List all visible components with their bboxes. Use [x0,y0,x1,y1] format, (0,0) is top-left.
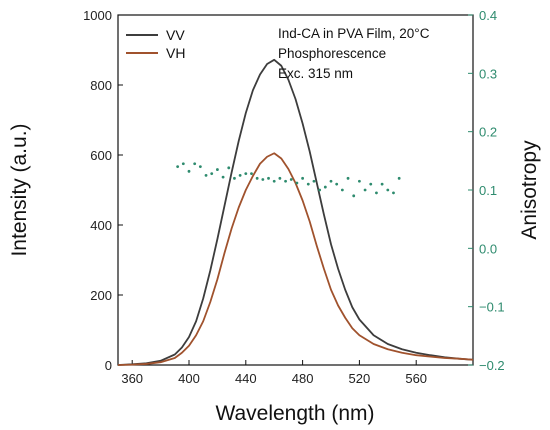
anisotropy-point [397,176,401,180]
anisotropy-point [323,185,327,189]
anisotropy-point [210,172,214,176]
series-line-vh [117,152,474,366]
anisotropy-point [284,179,287,183]
y2-tick-label: 0.0 [479,241,497,256]
anisotropy-point [221,175,225,179]
x-tick-label: 400 [178,371,200,386]
anisotropy-point [369,182,373,186]
anisotropy-point [375,191,378,195]
anisotropy-point [198,165,202,169]
x-tick-label: 480 [292,371,314,386]
anisotropy-point [181,162,185,166]
y-axis-ticks: 0 200 400 600 800 1000 [83,8,123,373]
y2-tick-label: −0.2 [479,358,505,373]
anisotropy-series [176,162,401,198]
anisotropy-point [227,166,231,170]
anisotropy-point [244,172,248,176]
anisotropy-point [176,165,180,169]
anisotropy-point [380,182,384,186]
annotation-phosphorescence: Phosphorescence [278,46,386,61]
y-tick-label: 1000 [83,8,112,23]
anisotropy-point [301,176,304,180]
y2-axis-title: Anisotropy [518,140,541,240]
legend: VV VH [126,27,185,61]
anisotropy-point [238,174,242,177]
anisotropy-point [272,179,276,183]
y-axis-title: Intensity (a.u.) [8,123,31,256]
anisotropy-point [346,176,350,180]
legend-label-vh: VH [166,45,185,61]
anisotropy-point [233,176,236,180]
anisotropy-point [267,176,270,180]
x-tick-label: 520 [349,371,371,386]
annotation-title: Ind-CA in PVA Film, 20°C [278,26,430,41]
x-axis-title: Wavelength (nm) [215,402,374,425]
y2-tick-label: 0.4 [479,8,497,23]
anisotropy-point [193,162,197,166]
anisotropy-point [306,182,310,186]
anisotropy-point [255,176,259,180]
y-tick-label: 400 [90,218,112,233]
y-tick-label: 800 [90,78,112,93]
anisotropy-point [335,182,339,186]
anisotropy-point [352,194,356,198]
anisotropy-point [358,179,361,183]
y2-tick-label: 0.3 [479,66,497,81]
anisotropy-point [318,188,322,192]
anisotropy-point [329,179,333,183]
x-tick-label: 560 [405,371,427,386]
anisotropy-point [250,172,253,176]
y2-axis-ticks: −0.2 −0.1 0.0 0.1 0.2 0.3 0.4 [468,8,505,373]
y-tick-label: 600 [90,148,112,163]
x-tick-label: 360 [121,371,143,386]
anisotropy-point [386,188,390,192]
y2-tick-label: 0.2 [479,125,497,140]
x-tick-label: 440 [235,371,257,386]
y-tick-label: 200 [90,288,112,303]
anisotropy-point [204,174,208,177]
anisotropy-point [392,191,395,195]
anisotropy-point [289,178,293,181]
series-line-vv [117,58,474,366]
annotation-block: Ind-CA in PVA Film, 20°C Phosphorescence… [278,26,430,81]
anisotropy-point [312,179,316,183]
y2-tick-label: 0.1 [479,183,497,198]
anisotropy-point [295,181,299,185]
anisotropy-point [340,188,344,192]
legend-label-vv: VV [166,27,185,43]
y2-tick-label: −0.1 [479,300,505,315]
anisotropy-point [187,169,191,173]
anisotropy-point [278,176,282,180]
plot-area [117,58,474,366]
anisotropy-point [363,188,367,192]
x-axis-ticks: 360 400 440 480 520 560 [121,360,427,386]
anisotropy-point [216,168,219,171]
y-tick-label: 0 [105,358,112,373]
annotation-excitation: Exc. 315 nm [278,66,353,81]
anisotropy-point [261,178,265,181]
